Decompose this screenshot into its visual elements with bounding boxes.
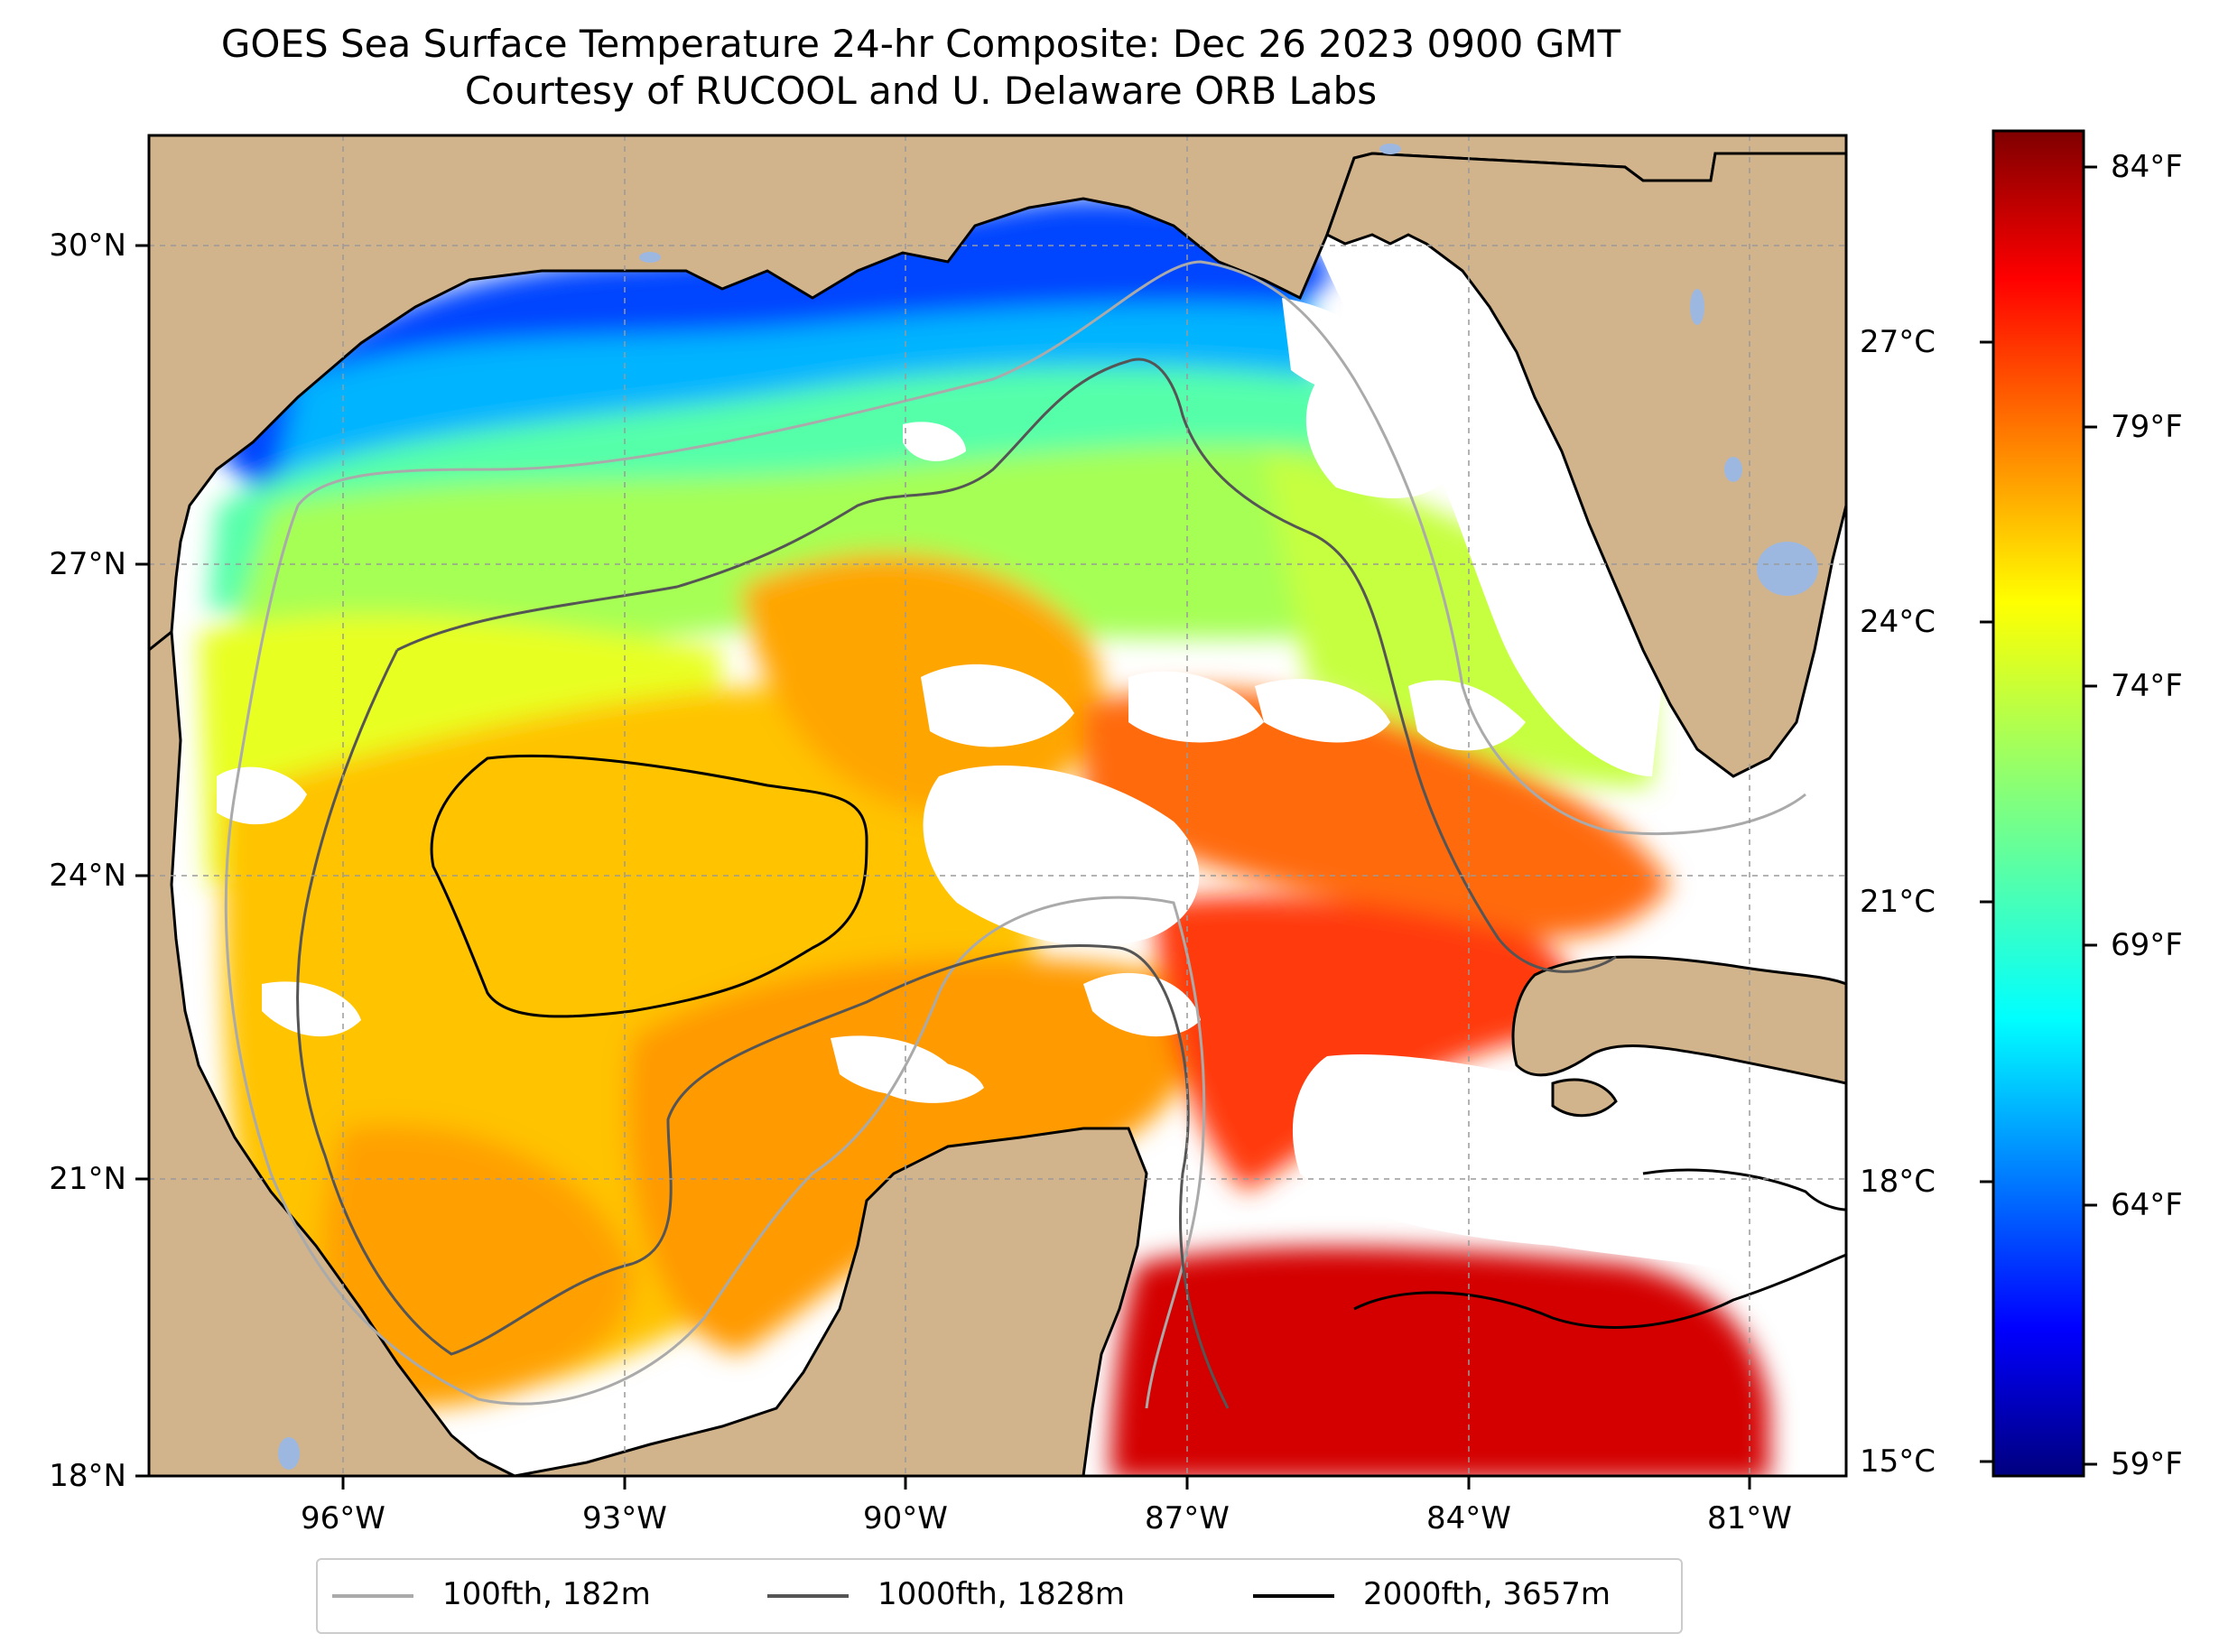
land-masses xyxy=(149,135,1846,1476)
lon-tick-84w: 84°W xyxy=(1426,1500,1511,1536)
map-frame xyxy=(147,134,1848,1478)
colorbar-c-tick-27: 27°C xyxy=(1860,324,1936,360)
legend-label-2000fth: 2000fth, 3657m xyxy=(1363,1576,1611,1612)
lat-tick-21n: 21°N xyxy=(49,1161,126,1197)
bathymetry-contours xyxy=(224,260,1846,1409)
colorbar-f-tick-59: 59°F xyxy=(2111,1446,2183,1482)
colorbar-f-tick-74: 74°F xyxy=(2111,668,2183,704)
legend-line-1000fth xyxy=(767,1594,849,1598)
colorbar-f-tick-64: 64°F xyxy=(2111,1187,2183,1223)
colorbar-c-tick-21: 21°C xyxy=(1860,884,1936,920)
lon-tick-96w: 96°W xyxy=(301,1500,385,1536)
lon-tick-90w: 90°W xyxy=(863,1500,948,1536)
legend-label-100fth: 100fth, 182m xyxy=(442,1576,651,1612)
colorbar-c-tick-24: 24°C xyxy=(1860,604,1936,640)
colorbar-ticks xyxy=(1980,165,2097,1466)
colorbar-c-tick-18: 18°C xyxy=(1860,1164,1936,1200)
gridlines xyxy=(149,135,1846,1476)
lat-tick-24n: 24°N xyxy=(49,858,126,894)
lakes xyxy=(278,144,1818,1470)
colorbar-c-tick-15: 15°C xyxy=(1860,1443,1936,1480)
sst-field xyxy=(199,198,1769,1476)
lon-tick-87w: 87°W xyxy=(1145,1500,1230,1536)
chart-title: GOES Sea Surface Temperature 24-hr Compo… xyxy=(220,22,1621,66)
colorbar-f-tick-69: 69°F xyxy=(2111,927,2183,963)
chart-subtitle: Courtesy of RUCOOL and U. Delaware ORB L… xyxy=(464,69,1378,113)
lat-tick-27n: 27°N xyxy=(49,546,126,582)
legend-line-100fth xyxy=(332,1594,413,1598)
lat-tick-18n: 18°N xyxy=(49,1458,126,1494)
colorbar-f-tick-79: 79°F xyxy=(2111,409,2183,445)
colorbar-scale xyxy=(1992,129,2085,1478)
legend: 100fth, 182m 1000fth, 1828m 2000fth, 365… xyxy=(316,1558,1683,1634)
lon-tick-81w: 81°W xyxy=(1707,1500,1792,1536)
lat-tick-30n: 30°N xyxy=(49,227,126,264)
axis-ticks xyxy=(135,244,1751,1490)
colorbar-f-tick-84: 84°F xyxy=(2111,149,2183,185)
legend-line-2000fth xyxy=(1253,1594,1334,1598)
lon-tick-93w: 93°W xyxy=(582,1500,667,1536)
legend-label-1000fth: 1000fth, 1828m xyxy=(877,1576,1126,1612)
